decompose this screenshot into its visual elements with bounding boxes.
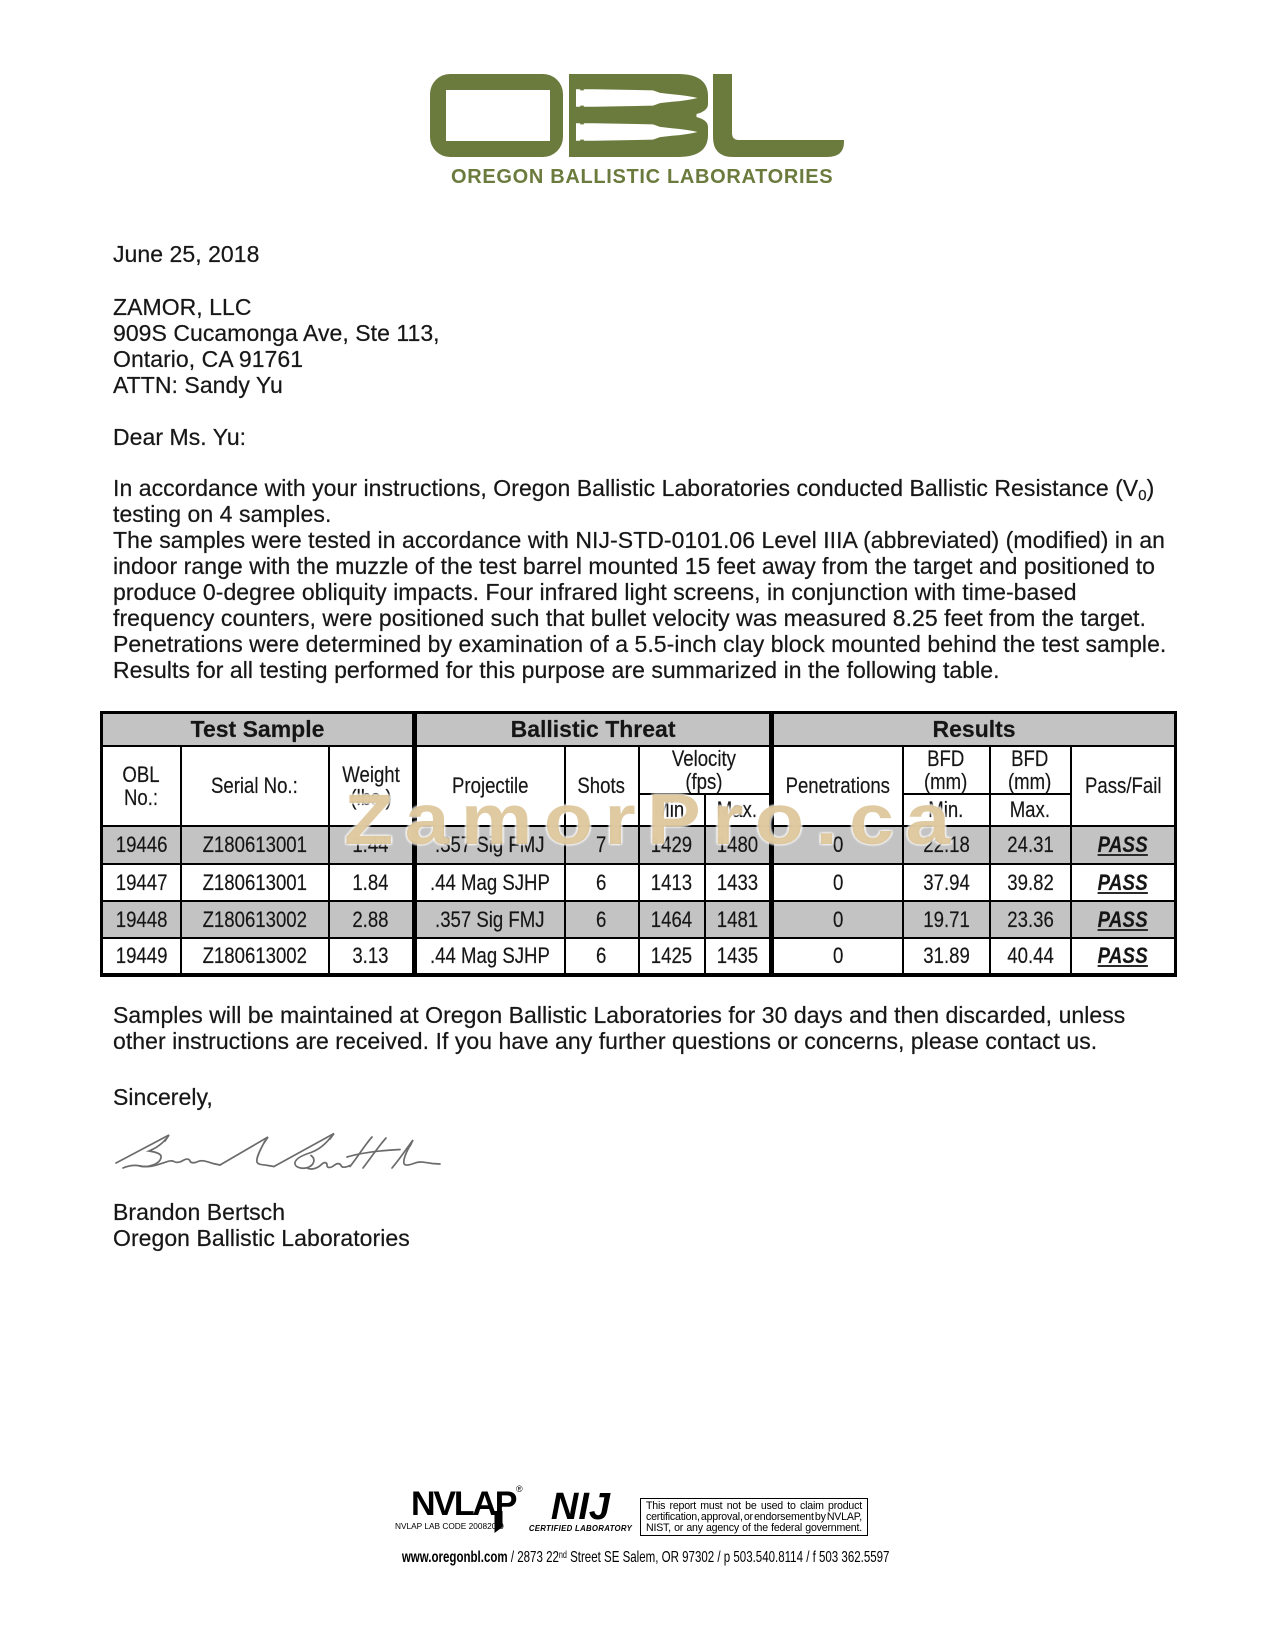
svg-text:OREGON BALLISTIC LABORATORIES: OREGON BALLISTIC LABORATORIES xyxy=(451,166,833,188)
svg-text:®: ® xyxy=(516,1484,523,1494)
